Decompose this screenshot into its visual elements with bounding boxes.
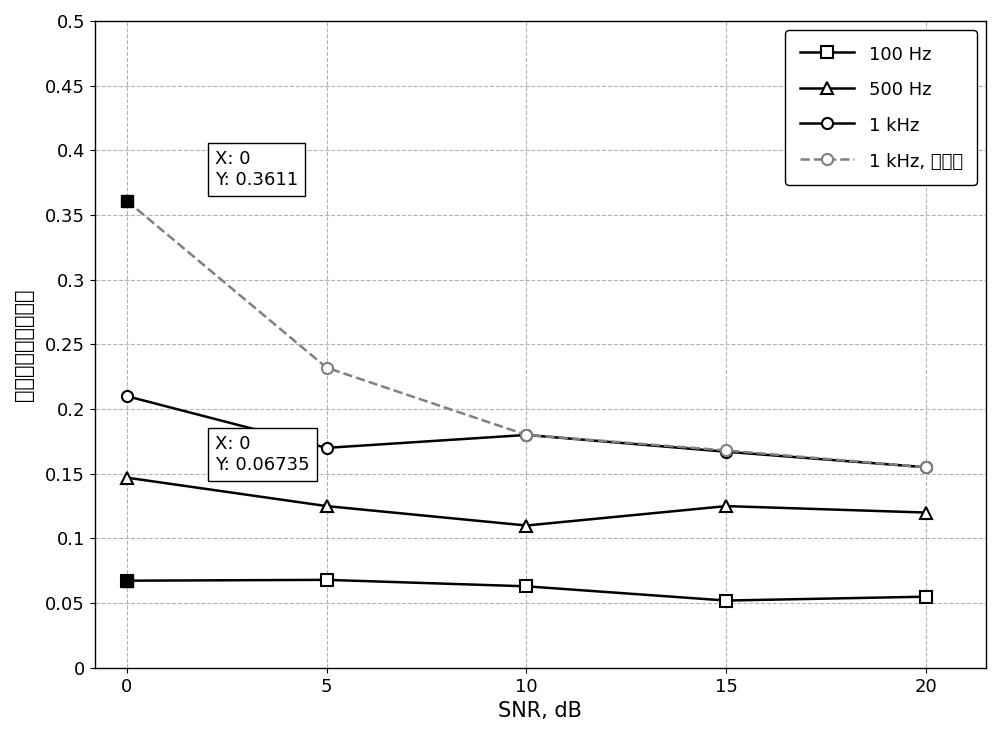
Y-axis label: 测角估计标准差，度: 测角估计标准差，度 (14, 288, 34, 401)
Legend: 100 Hz, 500 Hz, 1 kHz, 1 kHz, 平方率: 100 Hz, 500 Hz, 1 kHz, 1 kHz, 平方率 (785, 30, 977, 185)
Text: X: 0
Y: 0.3611: X: 0 Y: 0.3611 (215, 150, 298, 189)
100 Hz (321, 576, 333, 584)
Line: 1 kHz: 1 kHz (121, 390, 932, 473)
1 kHz (920, 463, 932, 472)
Text: X: 0
Y: 0.06735: X: 0 Y: 0.06735 (215, 435, 310, 474)
Line: 500 Hz: 500 Hz (121, 472, 932, 531)
100 Hz (720, 596, 732, 605)
1 kHz (121, 392, 133, 401)
1 kHz, 平方率 (520, 431, 532, 440)
500 Hz (720, 502, 732, 511)
1 kHz (720, 448, 732, 456)
1 kHz, 平方率 (121, 196, 133, 205)
1 kHz (321, 443, 333, 452)
X-axis label: SNR, dB: SNR, dB (498, 701, 582, 721)
100 Hz (520, 582, 532, 591)
1 kHz, 平方率 (720, 446, 732, 455)
1 kHz, 平方率 (920, 463, 932, 472)
1 kHz (520, 431, 532, 440)
500 Hz (321, 502, 333, 511)
Line: 100 Hz: 100 Hz (121, 574, 932, 606)
100 Hz (121, 576, 133, 585)
1 kHz, 平方率 (321, 363, 333, 372)
500 Hz (121, 473, 133, 482)
Line: 1 kHz, 平方率: 1 kHz, 平方率 (121, 195, 932, 473)
500 Hz (520, 521, 532, 530)
500 Hz (920, 508, 932, 517)
100 Hz (920, 592, 932, 601)
